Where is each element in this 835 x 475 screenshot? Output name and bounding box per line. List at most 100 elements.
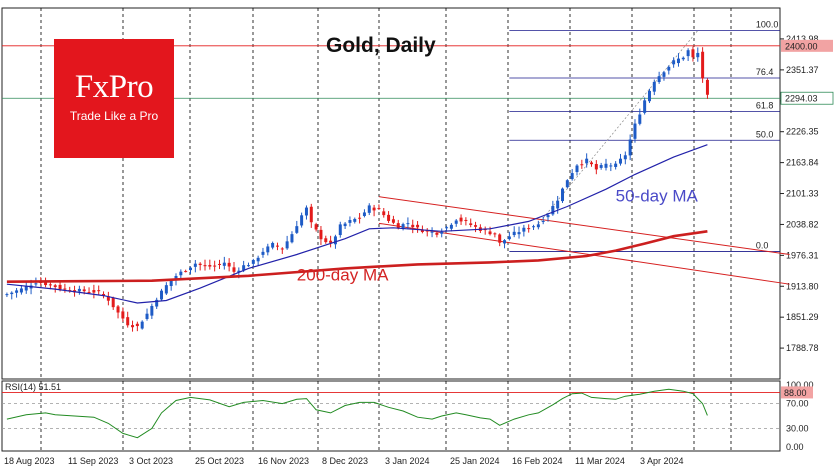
candle-body bbox=[198, 263, 202, 266]
candle-body bbox=[232, 267, 236, 272]
candle-body bbox=[387, 214, 391, 221]
candle-body bbox=[493, 233, 497, 235]
candle-body bbox=[295, 226, 299, 233]
candle-body bbox=[662, 72, 666, 77]
candle-body bbox=[160, 290, 164, 300]
ma50-annotation: 50-day MA bbox=[616, 187, 699, 206]
candle-body bbox=[314, 224, 318, 230]
price-tick-label: 2101.33 bbox=[786, 189, 819, 199]
candle-body bbox=[338, 224, 342, 236]
logo-tagline: Trade Like a Pro bbox=[69, 109, 159, 123]
candle-body bbox=[227, 262, 231, 267]
candle-body bbox=[580, 164, 584, 166]
candle-body bbox=[503, 240, 507, 244]
candle-body bbox=[459, 217, 463, 222]
fib-level-label: 61.8 bbox=[756, 101, 774, 111]
candle-body bbox=[464, 219, 468, 221]
candle-body bbox=[522, 227, 526, 232]
candle-body bbox=[203, 265, 207, 267]
candle-body bbox=[348, 220, 352, 223]
price-tick-label: 1976.31 bbox=[786, 250, 819, 260]
candle-body bbox=[416, 224, 420, 228]
level-label: 2400.00 bbox=[785, 41, 818, 51]
x-tick-label: 3 Apr 2024 bbox=[640, 456, 684, 466]
candle-body bbox=[145, 313, 149, 319]
candle-body bbox=[594, 163, 598, 170]
rsi-line bbox=[6, 388, 708, 439]
candle-body bbox=[24, 285, 28, 291]
rsi-tick-label: 70.00 bbox=[786, 399, 809, 409]
x-tick-label: 25 Jan 2024 bbox=[450, 456, 500, 466]
candle-body bbox=[333, 236, 337, 245]
candle-body bbox=[208, 265, 212, 267]
candle-body bbox=[140, 321, 144, 329]
candle-body bbox=[372, 207, 376, 211]
candle-body bbox=[266, 246, 270, 253]
candle-body bbox=[570, 173, 574, 180]
candle-body bbox=[184, 271, 188, 273]
candle-body bbox=[150, 305, 154, 316]
candle-body bbox=[193, 263, 197, 267]
candle-body bbox=[618, 158, 622, 164]
candle-body bbox=[179, 271, 183, 276]
x-tick-label: 16 Nov 2023 bbox=[258, 456, 309, 466]
candle-body bbox=[556, 200, 560, 209]
candle-body bbox=[246, 265, 250, 267]
candle-body bbox=[358, 217, 362, 219]
candle-body bbox=[53, 285, 57, 288]
price-tick-label: 2413.98 bbox=[786, 34, 819, 44]
candle-body bbox=[271, 242, 275, 248]
candle-body bbox=[647, 90, 651, 102]
candle-body bbox=[285, 241, 289, 249]
candle-body bbox=[565, 180, 569, 188]
rsi-panel-frame bbox=[1, 380, 781, 452]
candle-body bbox=[275, 245, 279, 247]
current-price-box bbox=[780, 91, 834, 105]
candle-body bbox=[672, 60, 676, 65]
candle-body bbox=[121, 311, 125, 319]
candle-body bbox=[488, 231, 492, 235]
candle-body bbox=[242, 265, 246, 271]
candle-body bbox=[474, 225, 478, 227]
price-tick-label: 2163.84 bbox=[786, 158, 819, 168]
candle-body bbox=[633, 123, 637, 139]
candle-body bbox=[652, 81, 656, 92]
candle-body bbox=[614, 163, 618, 167]
price-tick-label: 2226.35 bbox=[786, 127, 819, 137]
price-tick-label: 2351.37 bbox=[786, 65, 819, 75]
channel-line bbox=[378, 196, 790, 256]
candle-body bbox=[498, 234, 502, 243]
candle-body bbox=[10, 292, 14, 295]
candle-body bbox=[251, 260, 255, 264]
candle-body bbox=[164, 285, 168, 294]
candle-body bbox=[657, 76, 661, 83]
candle-body bbox=[106, 296, 110, 301]
candle-body bbox=[377, 208, 381, 210]
candle-body bbox=[135, 323, 139, 327]
candle-body bbox=[174, 275, 178, 280]
candle-body bbox=[48, 284, 52, 286]
candle-body bbox=[131, 325, 135, 328]
candle-body bbox=[623, 155, 627, 160]
rsi-label: RSI(14) 51.51 bbox=[5, 382, 61, 392]
candle-body bbox=[527, 228, 531, 230]
candle-body bbox=[169, 280, 173, 287]
candle-body bbox=[362, 212, 366, 216]
candle-body bbox=[343, 223, 347, 227]
candle-body bbox=[541, 220, 545, 222]
x-tick-label: 3 Jan 2024 bbox=[385, 456, 430, 466]
candle-body bbox=[213, 265, 217, 267]
candle-body bbox=[599, 165, 603, 168]
candle-body bbox=[19, 288, 23, 293]
candle-body bbox=[435, 233, 439, 235]
price-tick-label: 1788.78 bbox=[786, 343, 819, 353]
candle-body bbox=[681, 57, 685, 60]
candle-body bbox=[517, 232, 521, 235]
price-tick-label: 1851.29 bbox=[786, 312, 819, 322]
candle-body bbox=[222, 262, 226, 266]
x-tick-label: 8 Dec 2023 bbox=[322, 456, 368, 466]
candle-body bbox=[512, 231, 516, 236]
candle-body bbox=[116, 306, 120, 313]
candle-body bbox=[382, 211, 386, 216]
